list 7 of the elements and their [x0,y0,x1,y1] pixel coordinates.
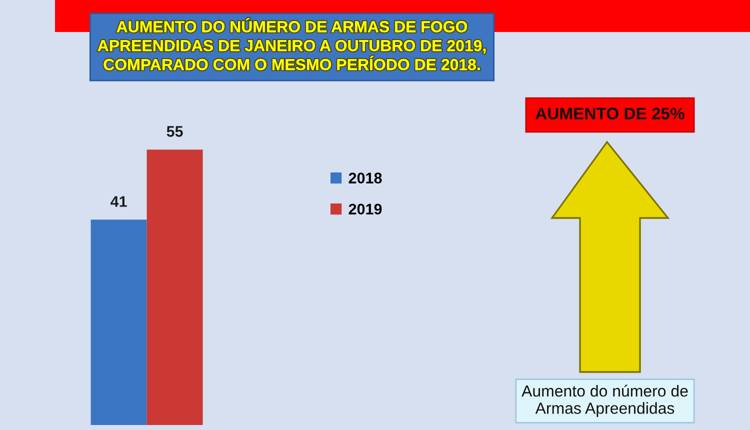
data-label: 55 [166,126,183,137]
legend-label: 2019 [348,204,382,215]
data-label: 41 [110,196,127,207]
legend-label: 2018 [348,172,382,184]
text: AUMENTO DE 25% [536,108,684,120]
text: Aumento do número de Armas Apreendidas [522,384,688,418]
text: AUMENTO DO NÚMERO DE ARMAS DE FOGO APREENDIDAS DE JANEIRO A OUTUBRO DE 2019, COMPARADO COM O MESMO PERÍODO DE 2018. [98,18,486,70]
